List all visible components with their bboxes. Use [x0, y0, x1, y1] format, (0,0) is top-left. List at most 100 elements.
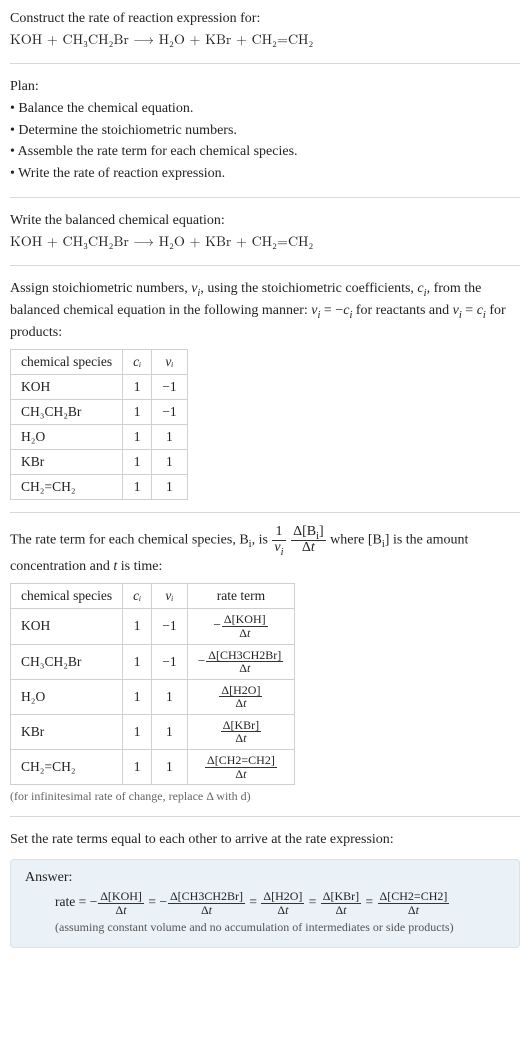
- text-span: Assign stoichiometric numbers,: [10, 281, 191, 296]
- cell-nui: 1: [152, 450, 187, 475]
- col-header-ci: cᵢ: [123, 350, 152, 375]
- table-row: H₂O11Δ[H2O]Δt: [11, 679, 295, 714]
- equals-sign: =: [305, 894, 319, 909]
- cell-ci: 1: [123, 425, 152, 450]
- plan-heading: Plan:: [10, 76, 520, 98]
- infinitesimal-note: (for infinitesimal rate of change, repla…: [10, 789, 520, 804]
- cell-ci: 1: [123, 750, 152, 785]
- fraction: Δ[H2O]Δt: [261, 890, 304, 916]
- cell-ci: 1: [123, 679, 152, 714]
- rate-term-table: chemical species cᵢ νᵢ rate term KOH1−1−…: [10, 583, 295, 785]
- text-span: is time:: [117, 559, 162, 574]
- cell-nui: −1: [152, 375, 187, 400]
- section-plan: Plan: Balance the chemical equation. Det…: [10, 76, 520, 184]
- answer-box: Answer: rate = −Δ[KOH]Δt = −Δ[CH3CH2Br]Δ…: [10, 859, 520, 948]
- equals-sign: =: [362, 894, 376, 909]
- fraction: Δ[CH2=CH2]Δt: [205, 754, 277, 780]
- answer-label: Answer:: [25, 870, 505, 886]
- stoich-table: chemical species cᵢ νᵢ KOH1−1CH₃CH₂Br1−1…: [10, 349, 188, 500]
- cell-ci: 1: [123, 375, 152, 400]
- equation-main: KOH + CH₃CH₂Br ⟶ H₂O + KBr + CH₂=CH₂: [10, 30, 520, 52]
- plan-item: Determine the stoichiometric numbers.: [10, 120, 520, 142]
- rate-term-text: The rate term for each chemical species,…: [10, 525, 520, 577]
- separator: [10, 816, 520, 817]
- fraction: Δ[KOH]Δt: [222, 613, 268, 639]
- fraction: Δ[CH2=CH2]Δt: [378, 890, 450, 916]
- text-span: for reactants and: [352, 303, 452, 318]
- text-span: , using the stoichiometric coefficients,: [200, 281, 417, 296]
- rate-word: rate =: [55, 894, 90, 909]
- cell-rate-term: −Δ[KOH]Δt: [187, 609, 295, 644]
- table-row: CH₃CH₂Br1−1: [11, 400, 188, 425]
- minus-sign: −: [90, 894, 98, 909]
- cell-rate-term: Δ[CH2=CH2]Δt: [187, 750, 295, 785]
- fraction: Δ[CH3CH2Br]Δt: [168, 890, 245, 916]
- table-row: CH₂=CH₂11: [11, 475, 188, 500]
- fraction: Δ[KOH]Δt: [98, 890, 144, 916]
- section-assign: Assign stoichiometric numbers, νi, using…: [10, 278, 520, 500]
- separator: [10, 265, 520, 266]
- cell-ci: 1: [123, 714, 152, 749]
- section-balanced: Write the balanced chemical equation: KO…: [10, 210, 520, 253]
- cell-nui: 1: [152, 714, 187, 749]
- section-set-equal: Set the rate terms equal to each other t…: [10, 829, 520, 851]
- text-span: The rate term for each chemical species,…: [10, 533, 249, 548]
- col-header-ci: cᵢ: [123, 584, 152, 609]
- cell-nui: 1: [152, 750, 187, 785]
- separator: [10, 197, 520, 198]
- fraction: 1νi: [272, 525, 285, 555]
- cell-nui: −1: [152, 400, 187, 425]
- cell-ci: 1: [123, 609, 152, 644]
- page: Construct the rate of reaction expressio…: [0, 0, 530, 966]
- plan-bullets: Balance the chemical equation. Determine…: [10, 98, 520, 185]
- fraction: Δ[H2O]Δt: [219, 684, 262, 710]
- cell-ci: 1: [123, 475, 152, 500]
- set-equal-text: Set the rate terms equal to each other t…: [10, 829, 520, 851]
- cell-nui: −1: [152, 644, 187, 679]
- fraction: Δ[CH3CH2Br]Δt: [206, 649, 283, 675]
- cell-species: CH₃CH₂Br: [11, 400, 123, 425]
- table-header-row: chemical species cᵢ νᵢ rate term: [11, 584, 295, 609]
- cell-rate-term: Δ[H2O]Δt: [187, 679, 295, 714]
- fraction: Δ[KBr]Δt: [321, 890, 361, 916]
- table-row: KBr11Δ[KBr]Δt: [11, 714, 295, 749]
- equals-sign: =: [145, 894, 159, 909]
- cell-species: KOH: [11, 375, 123, 400]
- cell-species: KBr: [11, 714, 123, 749]
- answer-rate-expression: rate = −Δ[KOH]Δt = −Δ[CH3CH2Br]Δt = Δ[H2…: [25, 890, 505, 916]
- equals-sign: =: [246, 894, 260, 909]
- separator: [10, 512, 520, 513]
- table-row: H₂O11: [11, 425, 188, 450]
- cell-species: CH₂=CH₂: [11, 750, 123, 785]
- cell-rate-term: −Δ[CH3CH2Br]Δt: [187, 644, 295, 679]
- cell-species: KBr: [11, 450, 123, 475]
- cell-species: KOH: [11, 609, 123, 644]
- col-header-nui: νᵢ: [152, 350, 187, 375]
- answer-assumption: (assuming constant volume and no accumul…: [25, 920, 505, 935]
- text-span: , is: [252, 533, 272, 548]
- col-header-species: chemical species: [11, 584, 123, 609]
- separator: [10, 63, 520, 64]
- minus-sign: −: [159, 894, 167, 909]
- balanced-heading: Write the balanced chemical equation:: [10, 210, 520, 232]
- cell-ci: 1: [123, 400, 152, 425]
- text-span: where [B: [330, 533, 382, 548]
- col-header-species: chemical species: [11, 350, 123, 375]
- cell-species: CH₂=CH₂: [11, 475, 123, 500]
- cell-nui: −1: [152, 609, 187, 644]
- minus-sign: −: [213, 618, 221, 633]
- table-row: CH₃CH₂Br1−1−Δ[CH3CH2Br]Δt: [11, 644, 295, 679]
- fraction: Δ[KBr]Δt: [221, 719, 261, 745]
- table-row: KOH1−1: [11, 375, 188, 400]
- table-row: CH₂=CH₂11Δ[CH2=CH2]Δt: [11, 750, 295, 785]
- minus-sign: −: [198, 653, 206, 668]
- cell-nui: 1: [152, 425, 187, 450]
- cell-species: H₂O: [11, 679, 123, 714]
- plan-item: Balance the chemical equation.: [10, 98, 520, 120]
- table-row: KOH1−1−Δ[KOH]Δt: [11, 609, 295, 644]
- col-header-nui: νᵢ: [152, 584, 187, 609]
- construct-text: Construct the rate of reaction expressio…: [10, 8, 520, 30]
- cell-ci: 1: [123, 450, 152, 475]
- cell-nui: 1: [152, 679, 187, 714]
- assign-text: Assign stoichiometric numbers, νi, using…: [10, 278, 520, 343]
